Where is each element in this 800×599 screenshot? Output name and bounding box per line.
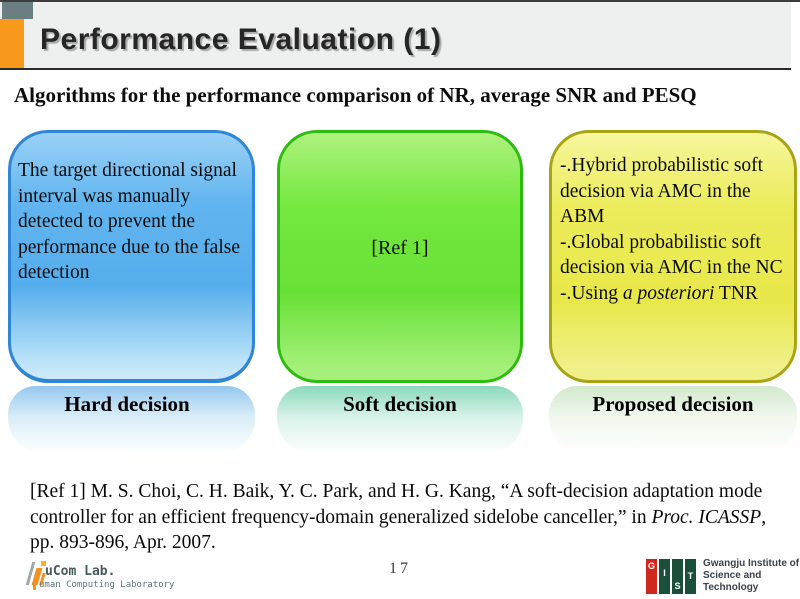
page-number: 17	[389, 560, 411, 577]
proposed-line-3-prefix: -.Using	[560, 282, 623, 304]
header-gray-square	[2, 2, 33, 19]
hucom-h-icon	[25, 561, 46, 587]
proposed-line-3-italic: a posteriori	[622, 282, 715, 304]
reference-part-2: , pp. 893-896, Apr. 2007.	[30, 506, 767, 554]
header-orange-square	[0, 19, 24, 68]
soft-decision-reflection	[277, 386, 523, 454]
soft-decision-box: [Ref 1]	[277, 130, 523, 383]
gist-name-line-1: Gwangju Institute of	[703, 558, 800, 569]
gist-bar-t: T	[685, 558, 696, 594]
gist-name-line-2: Science and Technology	[703, 570, 762, 593]
reference-part-1: [Ref 1] M. S. Choi, C. H. Baik, Y. C. Pa…	[30, 481, 763, 528]
proposed-line-1: -.Hybrid probabilistic soft decision via…	[560, 155, 764, 227]
gist-letter-t: T	[687, 570, 694, 581]
gist-letter-s: S	[674, 580, 681, 591]
hucom-h-dot	[41, 561, 46, 566]
proposed-line-2: -.Global probabilistic soft decision via…	[560, 231, 783, 279]
soft-decision-text: [Ref 1]	[371, 237, 429, 259]
gist-letter-i: I	[663, 567, 666, 578]
slide-subtitle: Algorithms for the performance compariso…	[14, 83, 697, 107]
hard-decision-reflection	[8, 386, 255, 454]
hucom-lab-subtitle: uman Computing Laboratory	[33, 580, 174, 590]
slide-header: Performance Evaluation (1)	[0, 2, 791, 68]
hucom-lab-name: uCom Lab.	[45, 564, 116, 579]
proposed-decision-text: -.Hybrid probabilistic soft decision via…	[552, 133, 794, 306]
gist-bar-i: I	[659, 558, 670, 594]
gist-bar-s: S	[672, 558, 683, 594]
proposed-decision-label: Proposed decision	[592, 392, 754, 416]
proposed-decision-reflection	[549, 386, 797, 454]
gist-letter-g: G	[647, 560, 655, 571]
page-title: Performance Evaluation (1)	[40, 23, 442, 56]
proposed-line-3-suffix: TNR	[714, 282, 758, 304]
hard-decision-box: The target directional signal interval w…	[8, 130, 255, 383]
header-underline-rule	[0, 68, 791, 70]
gist-bars-icon: G I S T	[646, 558, 696, 594]
gist-logo: G I S T Gwangju Institute of Science and…	[646, 558, 800, 594]
hucom-lab-logo: uCom Lab. uman Computing Laboratory	[25, 557, 198, 595]
soft-decision-label: Soft decision	[343, 392, 457, 416]
gist-bar-g: G	[646, 558, 657, 594]
reference-citation: [Ref 1] M. S. Choi, C. H. Baik, Y. C. Pa…	[30, 479, 778, 556]
proposed-decision-box: -.Hybrid probabilistic soft decision via…	[549, 130, 797, 383]
hard-decision-text: The target directional signal interval w…	[18, 160, 240, 283]
hard-decision-label: Hard decision	[64, 392, 190, 416]
reference-italic: Proc. ICASSP	[651, 506, 762, 528]
top-border-rule	[0, 0, 800, 2]
gist-name: Gwangju Institute of Science and Technol…	[703, 558, 800, 594]
